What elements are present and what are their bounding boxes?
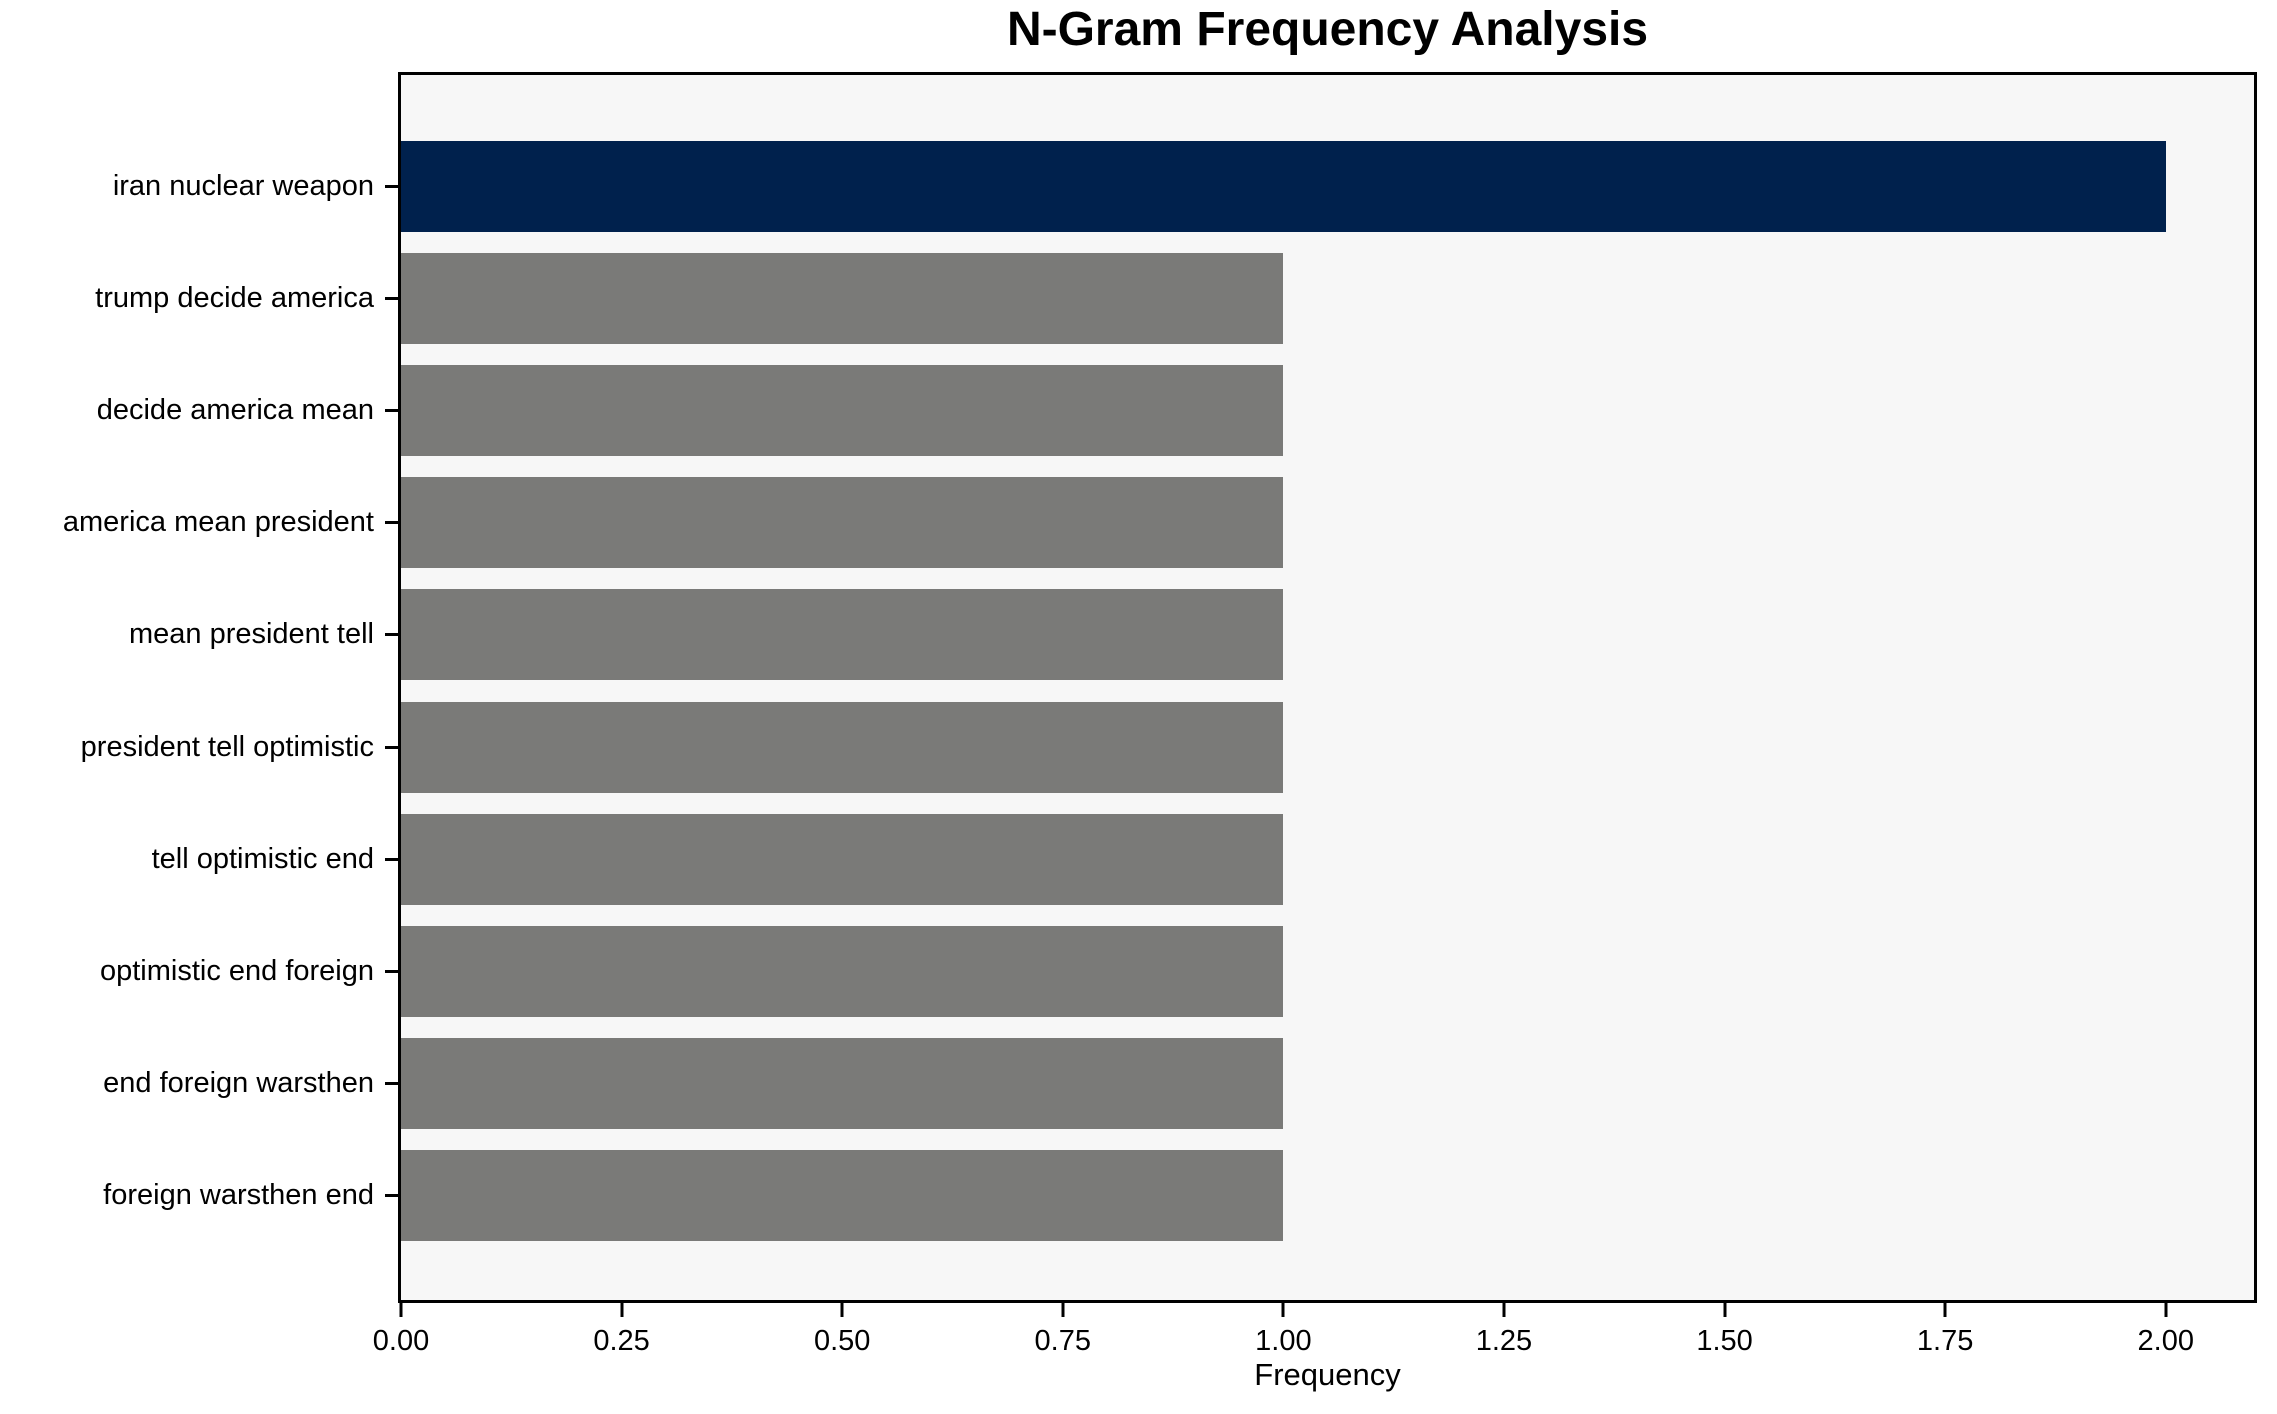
x-tick-label: 0.75 [1034, 1325, 1092, 1357]
bars-area [401, 75, 2254, 1300]
x-tick-label: 1.00 [1255, 1325, 1312, 1357]
x-tick-label: 0.50 [813, 1325, 871, 1357]
bar [401, 701, 1284, 793]
x-tick-mark [399, 1303, 403, 1317]
y-tick-row: america mean president [0, 467, 398, 579]
y-tick-mark [385, 409, 398, 412]
bar-row [401, 354, 2254, 466]
y-tick-mark [385, 184, 398, 188]
y-tick-row: president tell optimistic [0, 691, 398, 803]
y-tick-mark [385, 521, 398, 525]
bar [401, 813, 1284, 905]
bar [401, 477, 1284, 569]
bar [401, 1150, 1284, 1242]
x-axis: 0.00 0.25 0.50 0.75 1.00 1.25 1.50 1.75 2.00 [373, 1303, 2257, 1373]
y-tick-label: foreign warsthen end [103, 1179, 374, 1212]
bar [401, 140, 2166, 232]
bar-row [401, 242, 2254, 354]
y-tick-row: foreign warsthen end [0, 1140, 398, 1252]
y-tick-mark [385, 633, 398, 637]
bar [401, 252, 1284, 344]
x-tick-mark [2164, 1303, 2168, 1317]
bar [401, 365, 1284, 456]
y-axis-labels: iran nuclear weapon trump decide america d… [0, 75, 398, 1300]
x-tick-mark [1281, 1303, 1285, 1317]
y-tick-mark [385, 296, 398, 300]
bar-row [401, 467, 2254, 579]
plot-area [398, 72, 2257, 1303]
y-tick-label: america mean president [62, 506, 374, 539]
x-tick-mark [1061, 1303, 1065, 1317]
bar-row [401, 1028, 2254, 1140]
x-tick-mark [620, 1303, 624, 1317]
x-tick-mark [1502, 1303, 1506, 1317]
y-tick-row: iran nuclear weapon [0, 130, 398, 242]
y-tick-row: tell optimistic end [0, 803, 398, 915]
x-tick-mark [1943, 1303, 1947, 1317]
y-tick-mark [385, 1194, 398, 1198]
x-tick-label: 2.00 [2137, 1325, 2194, 1357]
x-axis-title: Frequency [1254, 1357, 1401, 1392]
chart-title: N-Gram Frequency Analysis [1006, 3, 1649, 56]
y-tick-row: optimistic end foreign [0, 915, 398, 1027]
bar-row [401, 1140, 2254, 1252]
y-tick-mark [385, 745, 398, 749]
y-tick-label: tell optimistic end [151, 842, 374, 875]
x-tick-mark [1723, 1303, 1727, 1317]
bar [401, 926, 1284, 1018]
x-tick-label: 1.50 [1696, 1325, 1753, 1357]
x-tick-label: 0.25 [593, 1325, 650, 1357]
bar-row [401, 803, 2254, 915]
y-tick-label: end foreign warsthen [103, 1067, 374, 1100]
y-tick-label: president tell optimistic [80, 730, 374, 763]
x-tick-label: 0.00 [372, 1325, 430, 1357]
x-tick-label: 1.25 [1475, 1325, 1533, 1357]
y-tick-label: decide america mean [96, 394, 374, 426]
y-tick-mark [385, 970, 398, 974]
bar-row [401, 130, 2254, 242]
y-tick-label: mean president tell [128, 618, 374, 651]
bar [401, 1038, 1284, 1130]
y-tick-mark [385, 857, 398, 861]
y-tick-label: trump decide america [95, 281, 374, 314]
y-tick-mark [385, 1082, 398, 1086]
y-tick-row: mean president tell [0, 579, 398, 691]
y-tick-row: trump decide america [0, 242, 398, 354]
bar-row [401, 915, 2254, 1027]
x-tick-label: 1.75 [1916, 1325, 1974, 1357]
y-tick-row: end foreign warsthen [0, 1028, 398, 1140]
y-tick-label: iran nuclear weapon [112, 169, 374, 202]
y-tick-label: optimistic end foreign [99, 955, 374, 988]
bar [401, 589, 1284, 681]
bar-row [401, 579, 2254, 691]
x-tick-mark [840, 1303, 844, 1317]
y-tick-row: decide america mean [0, 354, 398, 466]
bar-row [401, 691, 2254, 803]
